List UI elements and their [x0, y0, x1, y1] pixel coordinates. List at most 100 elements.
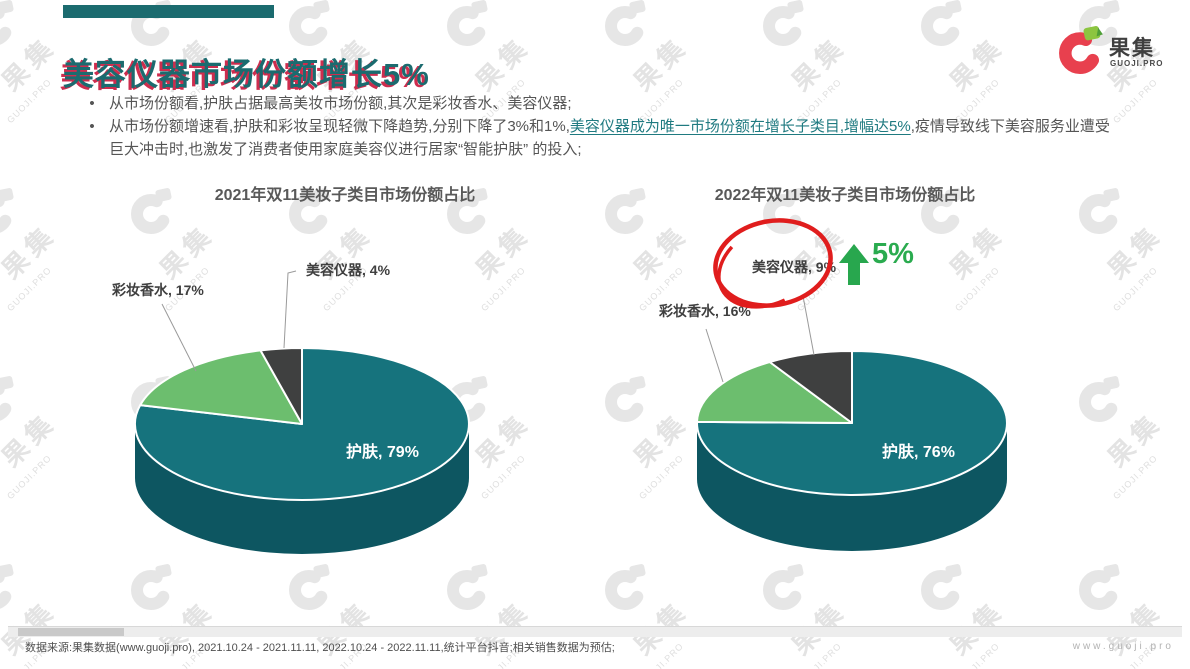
watermark-g-icon — [128, 376, 174, 422]
bullet-marker: • — [89, 118, 95, 135]
logo-name: 果集 — [1109, 37, 1155, 60]
watermark-g-icon — [444, 376, 490, 422]
watermark-cn: 果集 — [1101, 218, 1169, 285]
watermark-g-icon — [918, 376, 964, 422]
watermark-g-icon — [1076, 188, 1122, 234]
watermark-en: GUOJI.PRO — [795, 452, 844, 502]
footer-website: www.guoji.pro — [1072, 641, 1174, 652]
watermark-g-icon — [760, 564, 806, 610]
growth-value: 5% — [872, 238, 914, 270]
watermark-cn: 果集 — [0, 30, 63, 97]
bullet-item-1: • 从市场份额看,护肤占据最高美妆市场份额,其次是彩妆香水、美容仪器; — [75, 92, 1123, 115]
label-caizhuang-2021: 彩妆香水, 17% — [112, 282, 204, 298]
bullet-marker: • — [89, 95, 95, 112]
pie-slice — [139, 349, 303, 425]
watermark-g-icon — [918, 0, 964, 46]
watermark-cn: 果集 — [153, 218, 221, 285]
watermark-g-icon — [286, 376, 332, 422]
footer-divider — [8, 626, 1182, 637]
bullet-text-1: 从市场份额看,护肤占据最高美妆市场份额,其次是彩妆香水、美容仪器; — [109, 95, 572, 112]
logo-domain: GUOJI.PRO — [1110, 59, 1164, 68]
watermark-cn: 果集 — [469, 218, 537, 285]
watermark-cn: 果集 — [943, 218, 1011, 285]
watermark-g-icon — [1076, 376, 1122, 422]
pie-slice — [133, 347, 470, 501]
watermark-g-icon — [0, 188, 16, 234]
bullet-text-2: 从市场份额增速看,护肤和彩妆呈现轻微下降趋势,分别下降了3%和1%,美容仪器成为… — [109, 115, 1123, 161]
watermark-en: GUOJI.PRO — [479, 264, 528, 314]
guoji-logo-icon — [1059, 26, 1103, 74]
pie-slice — [695, 350, 1008, 496]
bullet-2-post: ,疫情导致线下美容服务业遭受巨大冲击时,也激发了消费者使用家庭美容仪进行居家“智… — [109, 118, 1110, 158]
watermark-cn: 果集 — [153, 406, 221, 473]
watermark-g-icon — [0, 376, 16, 422]
watermark-g-icon — [602, 188, 648, 234]
watermark-cn: 果集 — [627, 30, 695, 97]
watermark-g-icon — [128, 564, 174, 610]
label-caizhuang-2022: 彩妆香水, 16% — [659, 303, 751, 319]
watermark-cn: 果集 — [0, 406, 63, 473]
watermark-g-icon — [760, 376, 806, 422]
pie-slice — [696, 361, 853, 424]
watermark-cn: 果集 — [0, 218, 63, 285]
watermark-en: GUOJI.PRO — [637, 452, 686, 502]
label-yiqi-2022: 美容仪器, 9% — [752, 259, 837, 275]
watermark-en: GUOJI.PRO — [5, 264, 54, 314]
watermark-cn: 果集 — [469, 406, 537, 473]
chart-title-2021: 2021年双11美妆子类目市场份额占比 — [214, 187, 476, 204]
watermark-en: GUOJI.PRO — [953, 640, 1002, 669]
title-accent-bar — [63, 5, 274, 18]
watermark-g-icon — [602, 564, 648, 610]
bullet-item-2: • 从市场份额增速看,护肤和彩妆呈现轻微下降趋势,分别下降了3%和1%,美容仪器… — [75, 115, 1123, 161]
watermark-cn: 果集 — [627, 218, 695, 285]
watermark-g-icon — [0, 564, 16, 610]
watermark-en: GUOJI.PRO — [637, 640, 686, 669]
watermark-g-icon — [444, 564, 490, 610]
watermark-g-icon — [1076, 564, 1122, 610]
watermark-g-icon — [918, 564, 964, 610]
pie-slice — [768, 350, 853, 424]
watermark-en: GUOJI.PRO — [1111, 452, 1160, 502]
pie-slice — [259, 347, 303, 425]
watermark-en: GUOJI.PRO — [953, 264, 1002, 314]
label-yiqi-2021: 美容仪器, 4% — [306, 262, 391, 278]
label-hufu-2022: 护肤, 76% — [882, 444, 955, 461]
bullet-list: • 从市场份额看,护肤占据最高美妆市场份额,其次是彩妆香水、美容仪器; • 从市… — [75, 92, 1123, 161]
watermark-cn: 果集 — [785, 406, 853, 473]
label-hufu-2021: 护肤, 79% — [346, 444, 419, 461]
bullet-2-pre: 从市场份额增速看,护肤和彩妆呈现轻微下降趋势,分别下降了3%和1%, — [109, 118, 570, 135]
watermark-cn: 果集 — [1101, 406, 1169, 473]
brand-logo: 果集 GUOJI.PRO — [1058, 26, 1178, 74]
watermark-en: GUOJI.PRO — [479, 452, 528, 502]
chart-title-2022: 2022年双11美妆子类目市场份额占比 — [714, 187, 976, 204]
watermark-cn: 果集 — [943, 30, 1011, 97]
growth-arrow-icon — [839, 244, 869, 285]
watermark-en: GUOJI.PRO — [1111, 264, 1160, 314]
watermark-cn: 果集 — [627, 406, 695, 473]
watermark-en: GUOJI.PRO — [953, 452, 1002, 502]
watermark-g-icon — [286, 0, 332, 46]
pie-3d-2022 — [695, 350, 1008, 551]
watermark-en: GUOJI.PRO — [5, 452, 54, 502]
watermark-en: GUOJI.PRO — [5, 76, 54, 126]
watermark-en: GUOJI.PRO — [795, 640, 844, 669]
